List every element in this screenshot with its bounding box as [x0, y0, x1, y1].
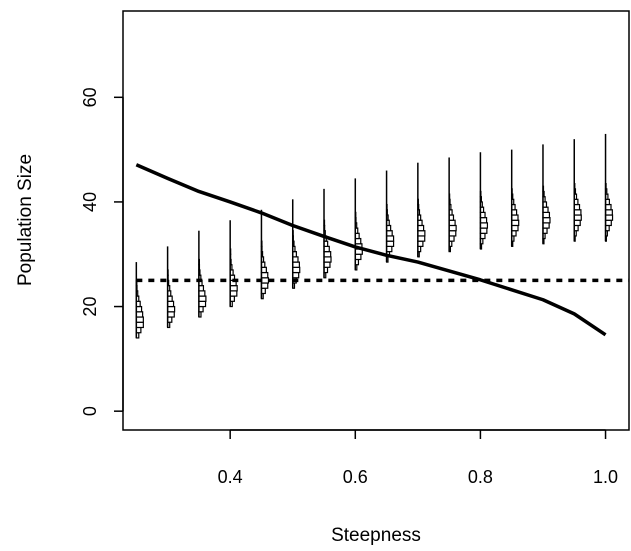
histogram-bin [542, 217, 551, 224]
histogram-bin [604, 214, 614, 221]
histogram-group-5 [291, 199, 301, 289]
histogram-bin [417, 224, 425, 232]
y-tick-label: 40 [80, 192, 100, 212]
histogram-bin [542, 211, 551, 219]
histogram-bin [573, 209, 582, 216]
histogram-group-2 [198, 230, 207, 318]
histogram-group-12 [510, 149, 520, 247]
histogram-bin [135, 321, 144, 329]
y-axis-title: Population Size [15, 154, 36, 286]
histogram-bin [511, 219, 520, 227]
histogram-bin [260, 271, 269, 279]
histogram-bin [354, 237, 362, 245]
plot-frame [122, 10, 630, 431]
histogram-bin [542, 206, 549, 213]
histogram-bin [604, 219, 612, 227]
histogram-bin [479, 217, 488, 224]
histogram-group-6 [323, 188, 332, 279]
histogram-bin [323, 251, 332, 258]
histogram-bin [385, 240, 395, 247]
histogram-bin [448, 230, 457, 237]
histogram-bin [260, 277, 270, 284]
histogram-group-14 [573, 139, 582, 242]
histogram-bin [385, 230, 393, 237]
histogram-bin [448, 224, 457, 232]
histogram-bin [229, 290, 238, 297]
histogram-bin [292, 266, 301, 274]
histogram-bin [260, 282, 269, 289]
histogram-bin [448, 219, 456, 227]
histogram-group-13 [542, 144, 551, 245]
histogram-group-11 [479, 152, 489, 250]
histogram-bin [604, 209, 613, 216]
histogram-bin [385, 245, 393, 253]
y-tick-label: 20 [80, 297, 100, 317]
histogram-bin [292, 261, 300, 268]
axes: 0.4 0.6 0.8 1.0 0 20 40 60 [80, 87, 618, 487]
histogram-group-9 [417, 162, 426, 258]
histogram-bin [323, 256, 332, 263]
x-tick-label: 1.0 [593, 467, 618, 487]
histogram-bin [417, 235, 426, 242]
histogram-bin [229, 285, 238, 292]
histogram-group-8 [385, 170, 395, 263]
histogram-bin [542, 222, 550, 229]
histogram-bin [385, 235, 395, 242]
histogram-bin [573, 214, 582, 221]
histogram-bin [573, 203, 581, 211]
histogram-bin [135, 316, 144, 323]
histogram-bin [511, 224, 519, 232]
histogram-bin [417, 240, 424, 247]
histogram-bin [323, 245, 330, 253]
y-tick-label: 0 [80, 406, 100, 416]
x-tick-label: 0.6 [343, 467, 368, 487]
x-tick-label: 0.4 [218, 467, 243, 487]
histogram-bin [511, 214, 519, 221]
histogram-bin [573, 219, 581, 227]
x-axis-title: Steepness [331, 525, 421, 546]
histogram-group-10 [448, 157, 457, 253]
histogram-bin [292, 256, 299, 263]
trend-line [135, 163, 607, 337]
histogram-bin [167, 305, 176, 313]
x-tick-label: 0.8 [468, 467, 493, 487]
histogram-bin [323, 261, 331, 268]
histogram-bin [198, 300, 207, 308]
histogram-group-3 [229, 220, 238, 308]
histogram-bin [479, 222, 489, 229]
histogram-bin [417, 230, 426, 237]
y-tick-label: 60 [80, 87, 100, 107]
histogram-group-7 [354, 178, 363, 271]
histogram-bin [604, 203, 612, 211]
histogram-bin [135, 311, 144, 318]
distribution-histograms [135, 133, 614, 339]
histogram-group-15 [604, 133, 614, 242]
histogram-bin [198, 290, 206, 297]
histogram-bin [354, 253, 362, 261]
histogram-bin [292, 271, 300, 279]
histogram-bin [135, 305, 143, 313]
histogram-bin [198, 295, 207, 302]
histogram-group-4 [260, 209, 270, 300]
histogram-bin [167, 311, 175, 318]
histogram-bin [479, 227, 488, 234]
histogram-group-0 [135, 262, 144, 339]
histogram-bin [167, 300, 175, 308]
histogram-group-1 [166, 246, 176, 329]
